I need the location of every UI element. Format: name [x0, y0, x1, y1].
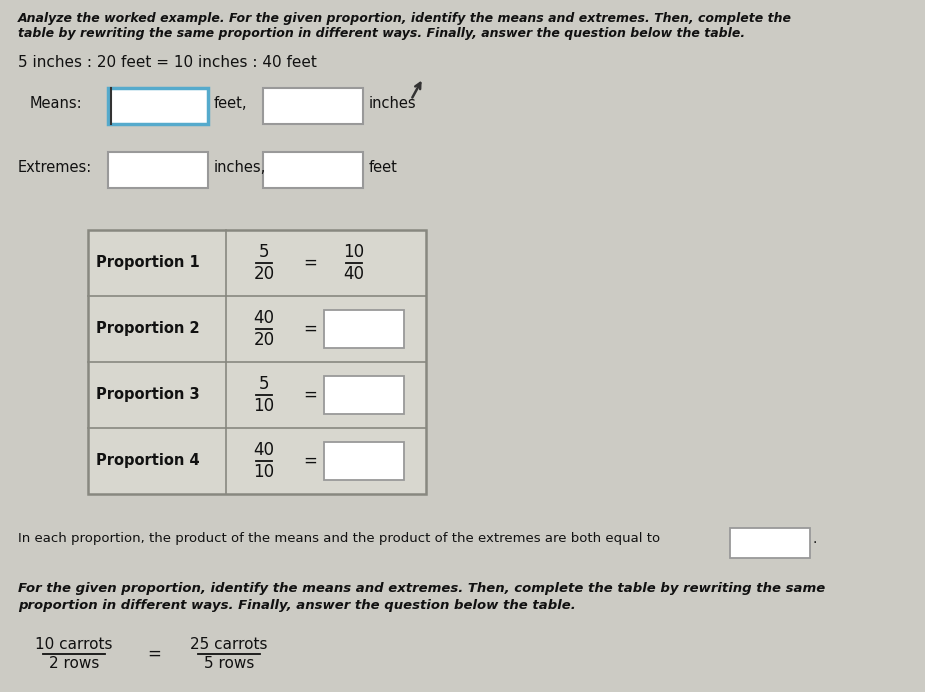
Text: 10 carrots: 10 carrots [35, 637, 113, 652]
Text: Proportion 3: Proportion 3 [96, 388, 200, 403]
Bar [263, 152, 363, 188]
Text: 40: 40 [253, 441, 275, 459]
Text: =: = [147, 645, 161, 663]
Bar [324, 442, 404, 480]
Text: For the given proportion, identify the means and extremes. Then, complete the ta: For the given proportion, identify the m… [18, 582, 825, 595]
Text: feet,: feet, [214, 96, 248, 111]
Text: =: = [303, 452, 317, 470]
Text: 2 rows: 2 rows [49, 656, 99, 671]
Text: .: . [813, 532, 818, 546]
Text: =: = [303, 254, 317, 272]
Text: inches: inches [369, 96, 416, 111]
Text: inches,: inches, [214, 160, 266, 175]
Bar [108, 88, 208, 124]
Text: Extremes:: Extremes: [18, 160, 92, 175]
Text: Means:: Means: [30, 96, 82, 111]
Text: =: = [303, 386, 317, 404]
Text: 40: 40 [343, 265, 364, 283]
Text: 5: 5 [259, 243, 269, 261]
Text: 5 inches : 20 feet = 10 inches : 40 feet: 5 inches : 20 feet = 10 inches : 40 feet [18, 55, 317, 70]
Text: 5 rows: 5 rows [204, 656, 254, 671]
Text: 10: 10 [343, 243, 364, 261]
Text: 25 carrots: 25 carrots [191, 637, 267, 652]
Text: Proportion 4: Proportion 4 [96, 453, 200, 468]
Text: 20: 20 [253, 265, 275, 283]
Text: 10: 10 [253, 463, 275, 481]
Text: Analyze the worked example. For the given proportion, identify the means and ext: Analyze the worked example. For the give… [18, 12, 792, 25]
Bar [730, 528, 810, 558]
Bar [324, 310, 404, 348]
Text: =: = [303, 320, 317, 338]
Text: Proportion 1: Proportion 1 [96, 255, 200, 271]
Text: 20: 20 [253, 331, 275, 349]
Text: 10: 10 [253, 397, 275, 415]
Text: feet: feet [369, 160, 398, 175]
Bar [324, 376, 404, 414]
Bar [88, 230, 426, 494]
Bar [263, 88, 363, 124]
Text: table by rewriting the same proportion in different ways. Finally, answer the qu: table by rewriting the same proportion i… [18, 27, 746, 40]
Text: 40: 40 [253, 309, 275, 327]
Text: In each proportion, the product of the means and the product of the extremes are: In each proportion, the product of the m… [18, 532, 660, 545]
Text: proportion in different ways. Finally, answer the question below the table.: proportion in different ways. Finally, a… [18, 599, 575, 612]
Text: Proportion 2: Proportion 2 [96, 322, 200, 336]
Bar [108, 152, 208, 188]
Text: 5: 5 [259, 375, 269, 393]
